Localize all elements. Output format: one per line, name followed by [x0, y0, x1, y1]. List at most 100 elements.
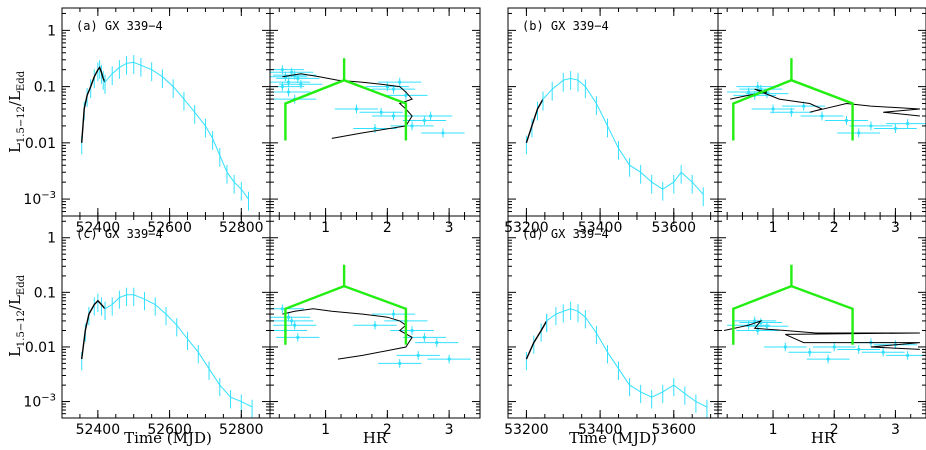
x-tick-label: 52800 [219, 422, 264, 438]
data-point [756, 328, 760, 333]
data-point [753, 319, 757, 323]
data-point [290, 70, 294, 74]
data-point [881, 350, 885, 354]
data-point [290, 319, 294, 323]
data-point [410, 124, 414, 128]
data-point [391, 87, 396, 91]
data-point [286, 90, 291, 94]
data-point [416, 353, 420, 358]
data-point [857, 347, 861, 352]
plots-layer: (a) GX 339−4 52400 52600 52800 1 0.1 0.01 10−3 1… [23, 7, 926, 438]
plot-area [525, 71, 704, 207]
series-line [546, 308, 708, 408]
data-point [808, 350, 812, 354]
x-axis-title-time-right: Time (MJD) [569, 429, 657, 447]
x-tick-label: 1 [321, 422, 330, 438]
data-point [428, 114, 433, 118]
y-tick-label: 1 [47, 231, 56, 247]
x-tick-label: 3 [891, 220, 900, 236]
data-point [293, 323, 297, 327]
panel-d-hid: 1 2 3 [717, 215, 926, 438]
y-tick-label: 10−3 [23, 393, 56, 411]
x-tick-label: 1 [321, 220, 330, 236]
x-tick-label: 52800 [219, 220, 264, 236]
plot-area [270, 264, 471, 368]
data-point [379, 110, 383, 114]
x-tick-label: 53400 [578, 422, 623, 438]
track-line [723, 319, 920, 350]
track-line [282, 308, 413, 360]
panel-title: (d) GX 339−4 [522, 227, 609, 241]
track-line [282, 73, 413, 139]
data-point [820, 114, 824, 118]
data-point [373, 323, 377, 327]
y-title-main: L [6, 143, 24, 153]
data-point [441, 131, 445, 135]
plot-area [270, 58, 465, 141]
series-line [542, 77, 704, 195]
x-tick-label: 2 [383, 422, 392, 438]
data-point [280, 68, 284, 72]
state-boundary [732, 284, 854, 345]
x-tick-label: 52600 [147, 220, 192, 236]
data-point [286, 315, 291, 319]
panel-title: (a) GX 339−4 [76, 19, 163, 33]
data-point [765, 324, 769, 328]
y-title-main: L [6, 347, 24, 357]
data-point [296, 335, 300, 339]
x-axis-title-hr-left: HR [363, 429, 388, 447]
y-tick-label: 0.1 [34, 80, 56, 96]
data-point [756, 85, 760, 89]
data-point [296, 76, 300, 80]
x-tick-label: 53200 [504, 422, 549, 438]
x-tick-label: 52600 [147, 422, 192, 438]
data-point [832, 345, 836, 349]
data-point [299, 82, 303, 86]
data-point [844, 118, 849, 123]
series-line [81, 65, 106, 143]
data-point [857, 131, 861, 135]
y-axis-title-a: L1.5−12/LEdd [6, 70, 27, 153]
plot-area [723, 264, 926, 364]
x-tick-label: 2 [830, 422, 839, 438]
x-tick-label: 52400 [76, 422, 121, 438]
series-line [525, 320, 548, 360]
data-point [826, 357, 830, 361]
state-boundary [284, 284, 408, 345]
data-point [906, 353, 910, 358]
data-point [410, 328, 414, 333]
panel-c-hid: 1 2 3 [269, 215, 481, 438]
panel-b-lightcurve: (b) GX 339−4 53200 53400 53600 [504, 7, 719, 236]
data-point [280, 85, 284, 89]
axes-frame [507, 215, 719, 419]
data-point [404, 93, 408, 97]
y-tick-label: 10−3 [23, 190, 56, 208]
axes-frame [507, 7, 719, 217]
data-point [906, 121, 910, 126]
data-point [286, 80, 291, 84]
data-point [280, 307, 284, 311]
axes-frame [61, 7, 271, 217]
panel-a-lightcurve: (a) GX 339−4 52400 52600 52800 1 0.1 0.01 10−3 [23, 7, 271, 236]
y-tick-label: 0.1 [34, 285, 56, 301]
x-tick-label: 53400 [578, 220, 623, 236]
x-tick-label: 1 [769, 220, 778, 236]
svg-text:L1.5−12/LEdd: L1.5−12/LEdd [6, 274, 27, 357]
y-tick-label: 0.01 [25, 340, 56, 356]
y-title-sub2: Edd [16, 70, 27, 91]
data-point [422, 335, 427, 339]
data-point [746, 90, 751, 94]
series-line [104, 61, 249, 200]
x-tick-label: 2 [383, 220, 392, 236]
data-point [373, 126, 377, 131]
y-tick-exp: −3 [41, 393, 56, 404]
x-tick-label: 2 [830, 220, 839, 236]
panel-a-hid: 1 2 3 [269, 7, 481, 236]
x-axis-title-time-left: Time (MJD) [124, 429, 212, 447]
y-tick-exp: −3 [41, 190, 56, 201]
data-point [435, 341, 439, 345]
data-point [391, 114, 396, 118]
